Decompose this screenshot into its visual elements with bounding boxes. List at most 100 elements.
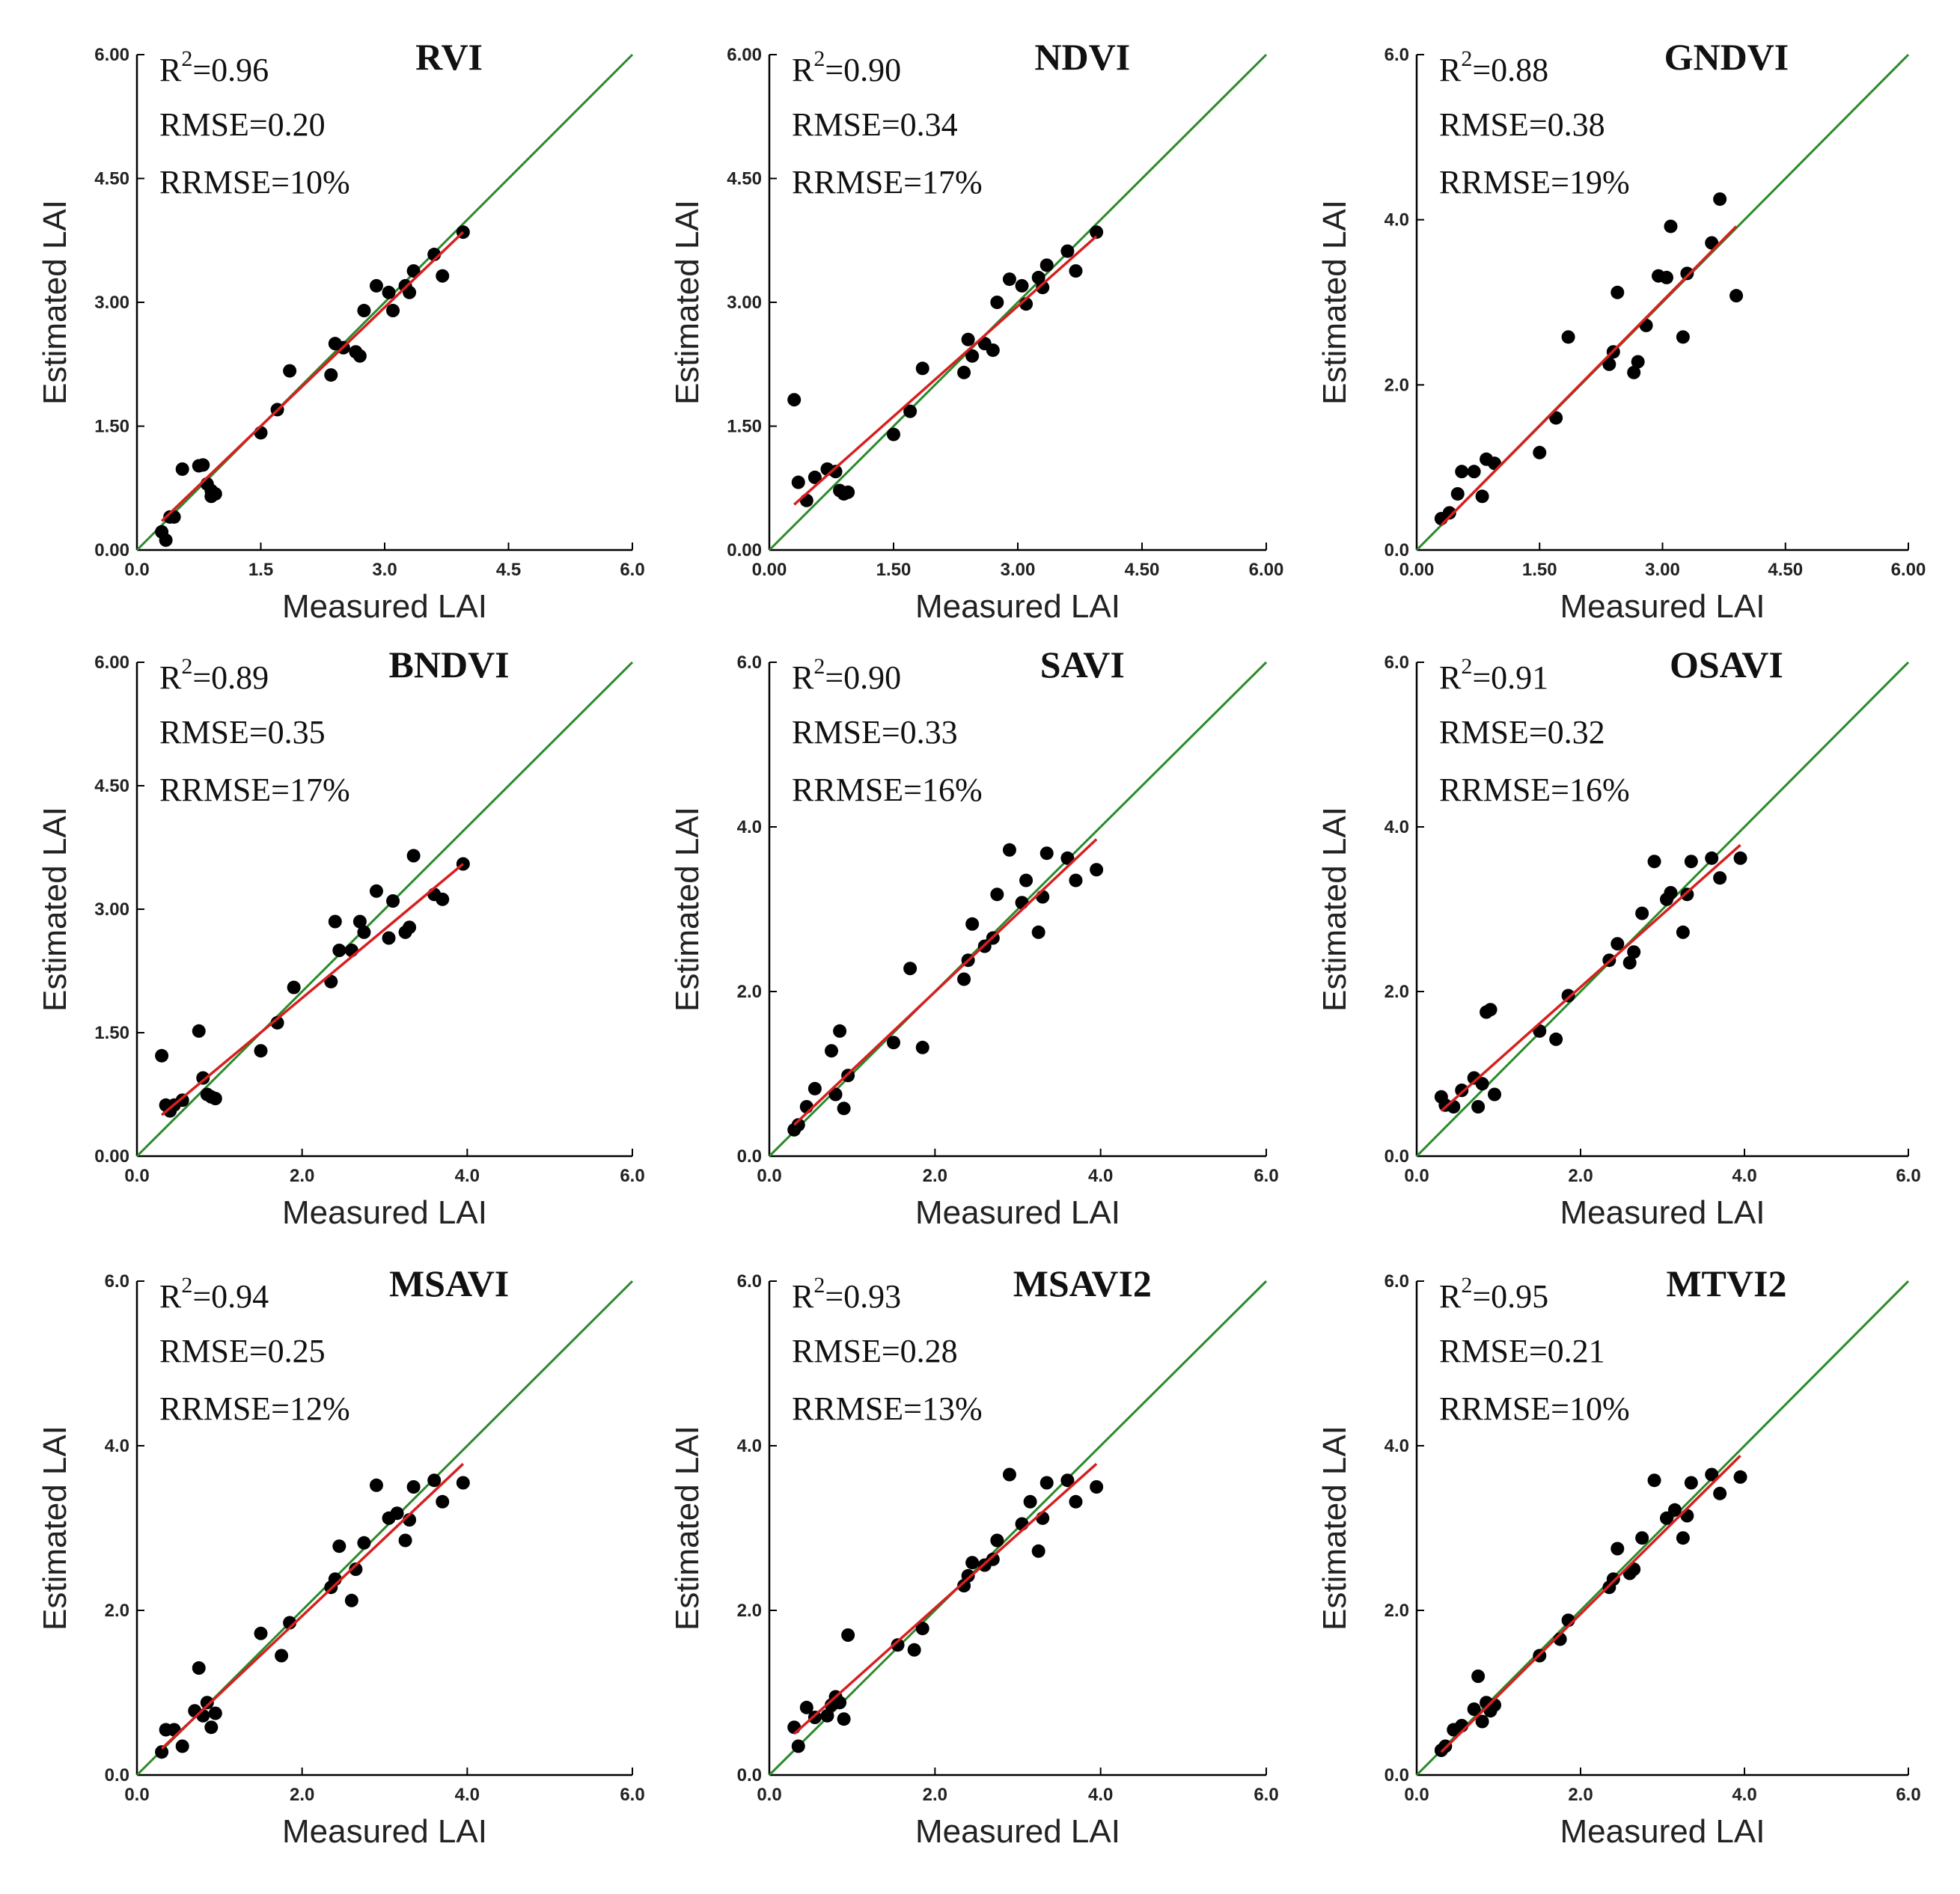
data-point [270, 1015, 284, 1030]
y-tick-label: 6.0 [1384, 1271, 1409, 1292]
regression-line [793, 1462, 1098, 1735]
r-squared-label: R2=0.90 [792, 654, 901, 696]
y-axis-title: Estimated LAI [669, 200, 706, 405]
data-point [436, 269, 450, 283]
data-point [208, 1706, 222, 1720]
y-tick-label: 6.00 [94, 653, 129, 673]
data-point [175, 1739, 189, 1753]
data-point [324, 368, 338, 382]
y-tick-label: 6.0 [737, 653, 762, 673]
rrmse-label: RRMSE=13% [792, 1390, 983, 1427]
data-point [1622, 956, 1637, 970]
data-point [791, 475, 805, 489]
rrmse-label: RRMSE=19% [1439, 164, 1630, 201]
r-squared-value: =0.90 [825, 659, 901, 696]
data-point [1627, 945, 1641, 959]
data-point [957, 365, 971, 379]
x-tick-label: 6.0 [1896, 1785, 1920, 1805]
rrmse-label: RRMSE=16% [792, 772, 983, 808]
r-squared-value: =0.94 [192, 1278, 269, 1315]
data-point [1602, 357, 1616, 371]
panel-title: OSAVI [1670, 644, 1783, 685]
data-point [1684, 855, 1698, 869]
x-tick-label: 4.0 [1732, 1785, 1756, 1805]
data-point [386, 894, 400, 908]
data-point [1680, 266, 1694, 281]
data-point [1606, 1572, 1620, 1586]
data-point [961, 332, 975, 346]
rrmse-label: RRMSE=17% [792, 164, 983, 201]
data-point [828, 1087, 843, 1102]
r-squared-label: R2=0.95 [1439, 1273, 1548, 1315]
x-tick-label: 4.5 [496, 560, 521, 580]
data-point [406, 849, 421, 863]
data-point [1488, 1087, 1502, 1102]
panel-savi: 0.0 2.0 4.0 6.0 0.0 2.0 4.0 6.0 Measured LAI Esti… [669, 644, 1279, 1231]
regression-line [793, 838, 1098, 1126]
data-point [1713, 871, 1727, 885]
data-point [833, 1024, 847, 1038]
data-point [1069, 1494, 1083, 1509]
data-point [1031, 1544, 1045, 1558]
data-point [456, 1476, 470, 1490]
data-point [791, 1739, 805, 1753]
data-point [1705, 1467, 1719, 1482]
y-axis-title: Estimated LAI [669, 1426, 706, 1631]
data-point [204, 1720, 219, 1735]
data-point [175, 1093, 189, 1108]
data-point [390, 1506, 404, 1521]
r-squared-symbol: R [159, 1278, 182, 1315]
data-point [1447, 1100, 1461, 1114]
data-point [887, 427, 900, 442]
x-tick-label: 0.0 [1404, 1166, 1429, 1186]
y-tick-label: 4.50 [94, 169, 129, 189]
data-point [986, 1552, 1000, 1566]
panel-mtvi2: 0.0 2.0 4.0 6.0 0.0 2.0 4.0 6.0 Measured LAI Esti… [1316, 1262, 1921, 1850]
y-tick-label: 2.0 [1384, 1601, 1409, 1621]
r-squared-symbol: R [792, 659, 814, 696]
data-point [1664, 219, 1678, 233]
data-point [1039, 846, 1054, 861]
x-tick-label: 6.0 [620, 560, 644, 580]
r-squared-symbol: R [792, 1278, 814, 1315]
x-tick-label: 3.0 [372, 560, 397, 580]
data-point [1015, 1517, 1029, 1531]
data-point [352, 349, 367, 363]
data-point [200, 1696, 214, 1710]
x-axis-title: Measured LAI [915, 1813, 1120, 1850]
x-tick-label: 0.0 [124, 1166, 149, 1186]
data-point [1467, 1702, 1481, 1716]
data-point [1561, 330, 1575, 344]
panel-osavi: 0.0 2.0 4.0 6.0 0.0 2.0 4.0 6.0 Measured LAI Esti… [1316, 644, 1921, 1231]
y-axis-title: Estimated LAI [37, 807, 73, 1012]
y-tick-label: 6.0 [1384, 653, 1409, 673]
y-tick-label: 4.0 [737, 817, 762, 837]
data-point [1039, 258, 1054, 272]
x-tick-label: 4.0 [1732, 1166, 1756, 1186]
y-tick-label: 0.0 [1384, 1146, 1409, 1167]
x-axis-title: Measured LAI [1560, 588, 1765, 625]
x-tick-label: 0.0 [1404, 1785, 1429, 1805]
data-point [907, 1643, 921, 1657]
x-tick-label: 2.0 [923, 1166, 947, 1186]
r-squared-value: =0.89 [192, 659, 269, 696]
data-point [807, 470, 822, 484]
data-point [1627, 365, 1641, 379]
x-tick-label: 2.0 [923, 1785, 947, 1805]
data-point [799, 1700, 813, 1714]
r-squared-exponent: 2 [813, 46, 825, 71]
data-point [167, 1723, 181, 1737]
data-point [1611, 285, 1625, 299]
x-tick-label: 4.0 [1088, 1166, 1113, 1186]
data-point [357, 304, 371, 318]
panel-title: BNDVI [388, 644, 509, 685]
data-point [1659, 1511, 1673, 1525]
data-point [1471, 1670, 1486, 1683]
data-point [1549, 411, 1563, 425]
data-point [287, 980, 301, 995]
data-point [1455, 465, 1469, 479]
data-point [1471, 1100, 1486, 1114]
rrmse-label: RRMSE=17% [159, 772, 350, 808]
y-axis-title: Estimated LAI [1316, 807, 1353, 1012]
data-point [965, 917, 980, 931]
